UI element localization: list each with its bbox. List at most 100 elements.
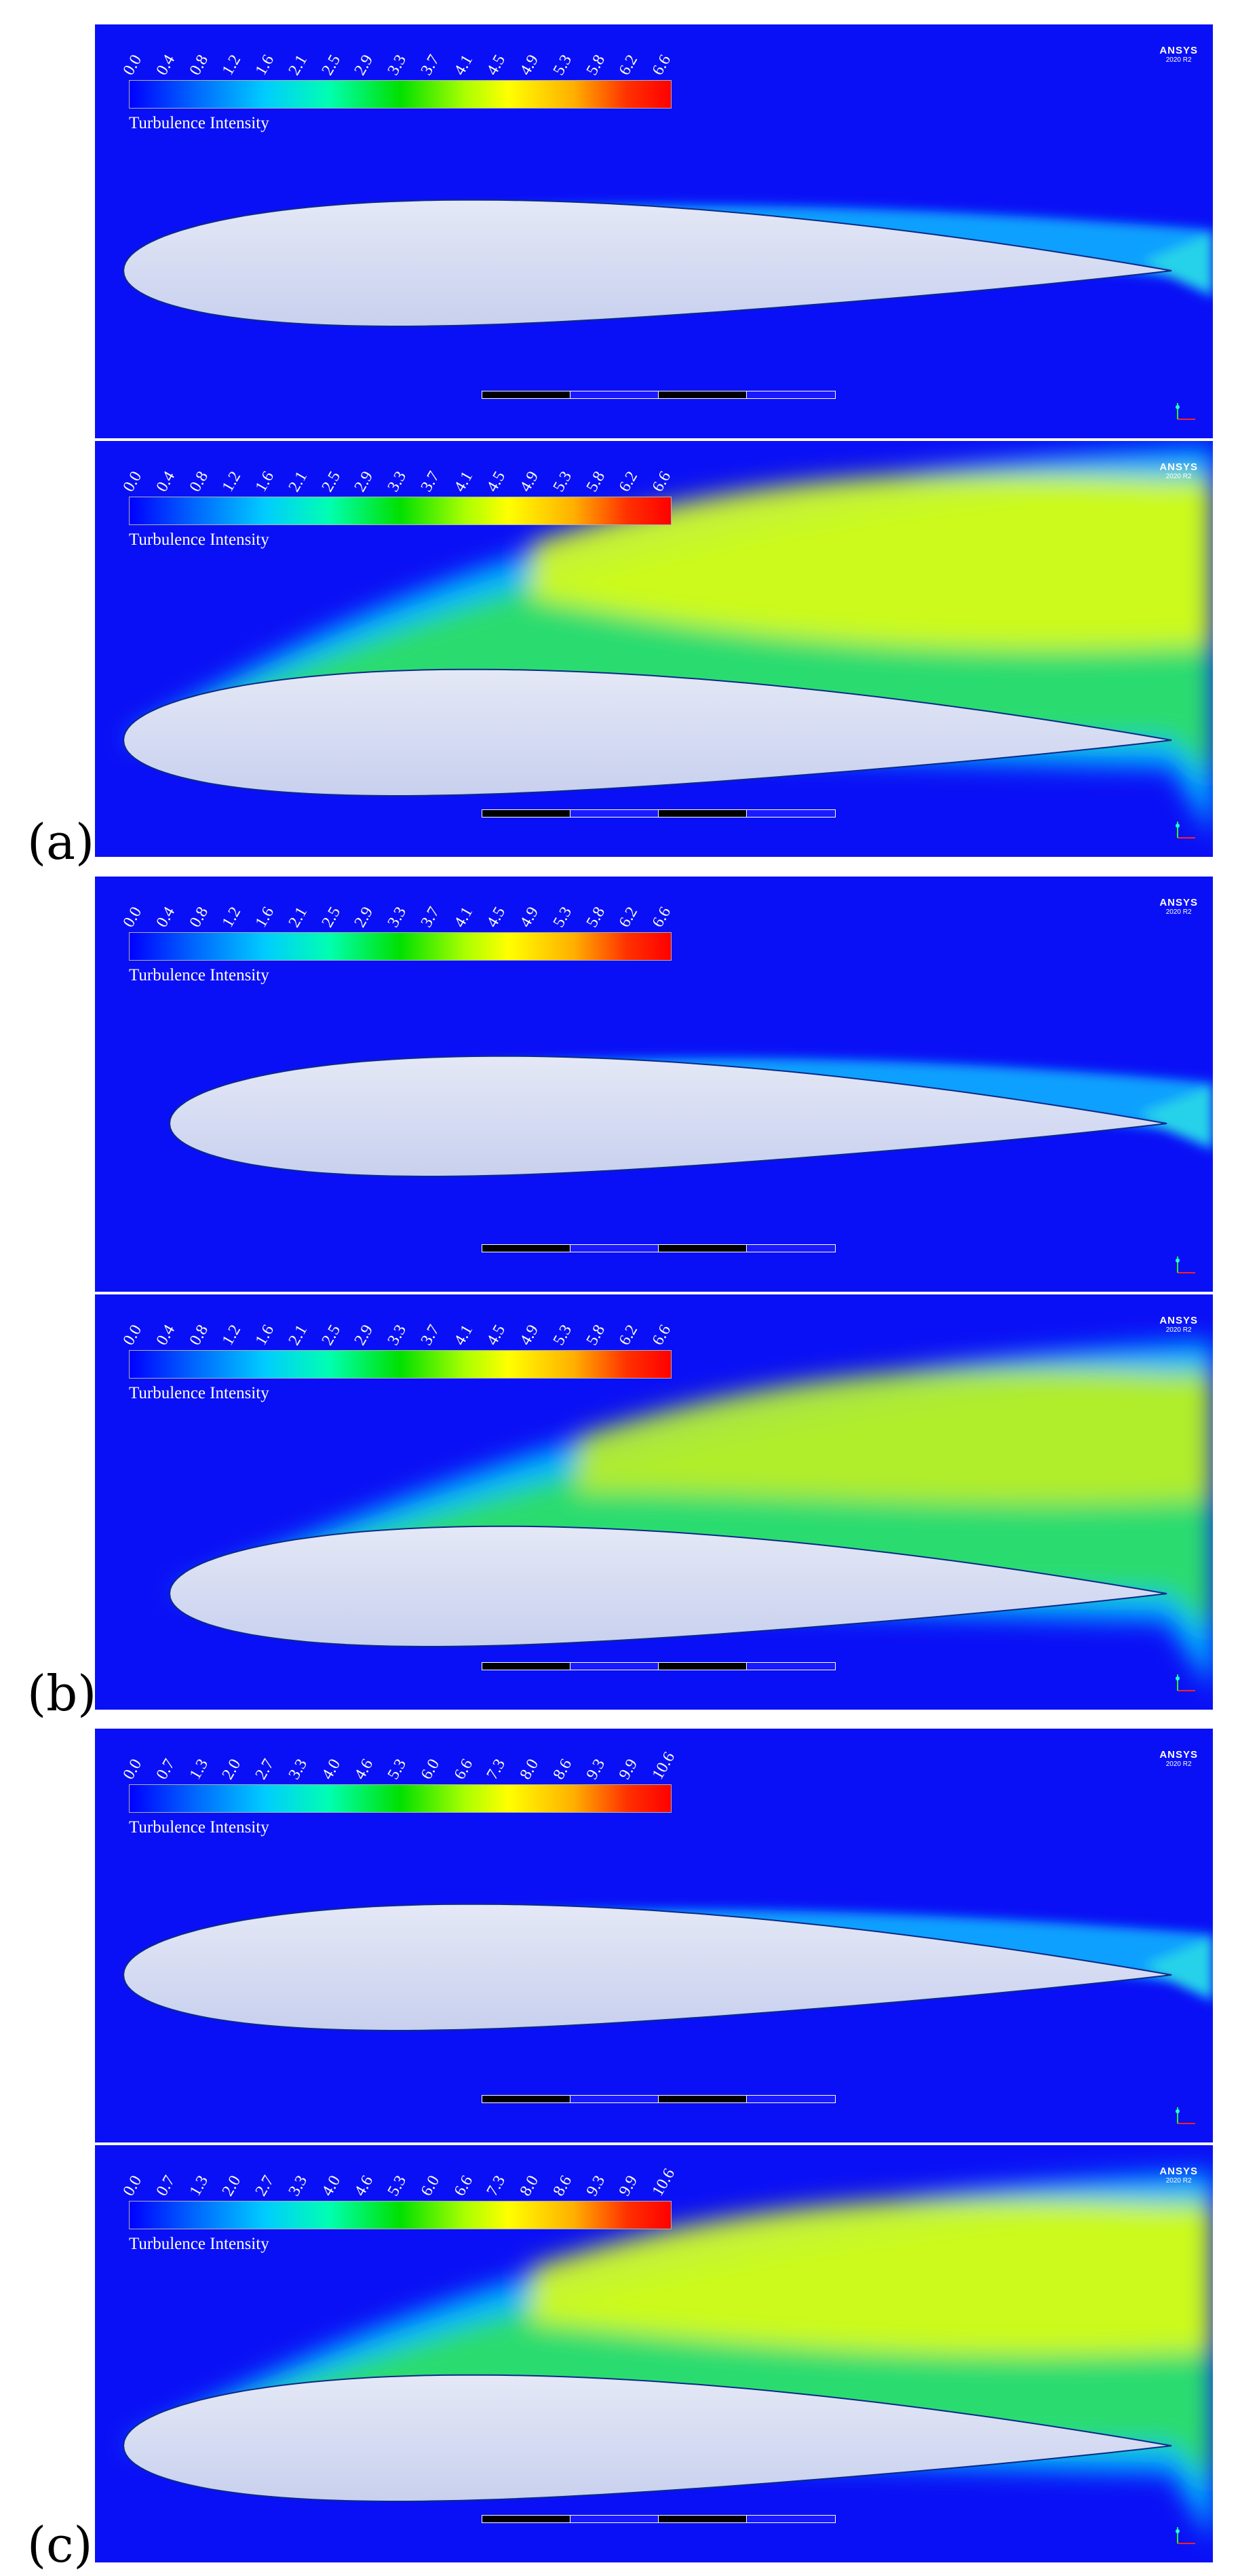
panel-b-top: 0.0 0.4 0.8 1.2 1.6 2.1 2.5 2.9 3.3 3.7 4.1 4.5 4.9 5… <box>95 877 1213 1292</box>
legend-tick-label: 4.5 <box>483 52 509 79</box>
legend-tick-label: 5.8 <box>583 1322 608 1349</box>
legend-tick-label: 0.4 <box>153 1322 178 1349</box>
legend-tick-label: 6.6 <box>648 904 675 931</box>
axis-triad-icon <box>1176 403 1195 420</box>
legend-tick-label: 2.1 <box>285 1322 311 1349</box>
color-bar <box>129 1350 672 1379</box>
legend-tick-label: 1.3 <box>186 2172 212 2199</box>
scale-bar-segment <box>746 809 836 818</box>
legend-tick-label: 4.9 <box>516 904 543 931</box>
scale-bar <box>482 2507 861 2534</box>
legend-tick-label: 2.5 <box>318 1322 344 1349</box>
scale-bar-segment <box>570 809 659 818</box>
color-bar <box>129 2201 672 2229</box>
group-label-b: (b) <box>27 1665 97 1722</box>
legend-tick-label: 5.3 <box>384 2172 410 2199</box>
legend-tick-label: 7.3 <box>483 2172 509 2199</box>
legend-tick-label: 1.2 <box>218 52 245 79</box>
legend-tick-label: 2.5 <box>318 52 344 79</box>
scale-bar-segment <box>746 2515 836 2523</box>
legend-tick-label: 6.0 <box>417 2172 443 2199</box>
scale-bar-segment <box>658 2095 748 2103</box>
legend-tick-label: 9.9 <box>615 2172 642 2199</box>
legend-tick-label: 9.9 <box>615 1756 642 1783</box>
ansys-watermark: ANSYS 2020 R2 <box>1159 1315 1198 1334</box>
color-bar <box>129 497 672 525</box>
legend-tick-label: 3.3 <box>384 1322 410 1349</box>
legend-tick-label: 3.3 <box>285 1756 311 1783</box>
color-bar <box>129 932 672 961</box>
legend-tick-label: 2.9 <box>351 52 377 79</box>
legend-tick-label: 5.8 <box>583 468 608 495</box>
airfoil <box>122 1903 1172 2031</box>
panel-a-bottom: 0.0 0.4 0.8 1.2 1.6 2.1 2.5 2.9 3.3 3.7 4.1 4.5 4.9 5… <box>95 441 1213 857</box>
legend-tick-label: 2.1 <box>285 468 311 495</box>
color-legend: 0.0 0.4 0.8 1.2 1.6 2.1 2.5 2.9 3.3 3.7 4.1 4.5 4.9 5… <box>120 1307 675 1403</box>
legend-tick-label: 3.7 <box>417 1322 443 1349</box>
legend-tick-label: 6.6 <box>648 468 675 495</box>
ansys-version: 2020 R2 <box>1165 2177 1192 2185</box>
legend-tick-label: 4.5 <box>483 1322 509 1349</box>
legend-tick-label: 1.3 <box>186 1756 212 1783</box>
legend-tick-label: 3.3 <box>285 2172 311 2199</box>
ansys-logo: ANSYS <box>1159 897 1198 908</box>
scale-bar-segment <box>746 391 836 399</box>
legend-tick-label: 2.9 <box>351 1322 377 1349</box>
airfoil <box>168 1055 1167 1177</box>
ansys-watermark: ANSYS 2020 R2 <box>1159 2166 1198 2185</box>
legend-tick-label: 1.2 <box>218 1322 245 1349</box>
legend-tick-label: 2.9 <box>351 468 377 495</box>
legend-tick-label: 2.7 <box>252 1756 278 1783</box>
legend-tick-label: 8.6 <box>549 1756 575 1783</box>
ansys-watermark: ANSYS 2020 R2 <box>1159 897 1198 916</box>
panel-b-bottom: 0.0 0.4 0.8 1.2 1.6 2.1 2.5 2.9 3.3 3.7 4.1 4.5 4.9 5… <box>95 1294 1213 1710</box>
legend-tick-label: 0.8 <box>186 904 212 931</box>
legend-tick-label: 0.8 <box>186 1322 212 1349</box>
legend-tick-label: 0.4 <box>153 468 178 495</box>
scale-bar <box>482 1654 861 1681</box>
ansys-logo: ANSYS <box>1159 1315 1198 1326</box>
axis-triad-icon <box>1176 1256 1195 1273</box>
legend-tick-label: 0.8 <box>186 52 212 79</box>
legend-tick-label: 6.2 <box>615 904 642 931</box>
legend-tick-label: 5.3 <box>549 52 575 79</box>
legend-tick-label: 4.9 <box>516 468 543 495</box>
legend-tick-label: 2.5 <box>318 904 344 931</box>
legend-title: Turbulence Intensity <box>129 1818 269 1837</box>
ansys-logo: ANSYS <box>1159 45 1198 56</box>
scale-bar-segment <box>658 809 748 818</box>
legend-tick-label: 4.0 <box>318 2172 344 2199</box>
color-legend: 0.0 0.7 1.3 2.0 2.7 3.3 4.0 4.6 5.3 6.0 6.6 7.3 8.0 8… <box>120 1741 679 1837</box>
legend-tick-label: 6.2 <box>615 1322 642 1349</box>
legend-tick-label: 2.0 <box>218 1756 245 1783</box>
turbulence-field <box>122 1903 1213 2031</box>
legend-tick-label: 6.0 <box>417 1756 443 1783</box>
turbulence-field <box>168 1055 1213 1177</box>
legend-tick-label: 3.7 <box>417 904 443 931</box>
legend-title: Turbulence Intensity <box>129 1384 269 1402</box>
legend-tick-label: 2.1 <box>285 904 311 931</box>
legend-tick-label: 5.3 <box>549 904 575 931</box>
legend-tick-label: 3.7 <box>417 468 443 495</box>
scale-bar-segment <box>570 1662 659 1670</box>
ansys-logo: ANSYS <box>1159 461 1198 473</box>
legend-tick-label: 4.1 <box>450 1322 476 1349</box>
legend-title: Turbulence Intensity <box>129 531 269 549</box>
legend-tick-label: 7.3 <box>483 1756 509 1783</box>
legend-tick-label: 4.6 <box>351 1756 377 1783</box>
legend-tick-label: 0.7 <box>153 1756 178 1783</box>
legend-tick-label: 3.3 <box>384 52 410 79</box>
scale-bar <box>482 1236 861 1263</box>
turbulence-field <box>168 1342 1213 1689</box>
legend-tick-label: 1.6 <box>252 52 278 79</box>
airfoil <box>122 199 1172 327</box>
axis-triad-icon <box>1176 2107 1195 2124</box>
axis-triad-icon <box>1176 2527 1195 2544</box>
ansys-logo: ANSYS <box>1159 2166 1198 2177</box>
legend-tick-label: 5.3 <box>549 1322 575 1349</box>
legend-tick-label: 6.6 <box>450 1756 476 1783</box>
ansys-version: 2020 R2 <box>1165 56 1192 64</box>
scale-bar-segment <box>746 1244 836 1252</box>
ansys-logo: ANSYS <box>1159 1749 1198 1761</box>
legend-tick-label: 5.3 <box>549 468 575 495</box>
